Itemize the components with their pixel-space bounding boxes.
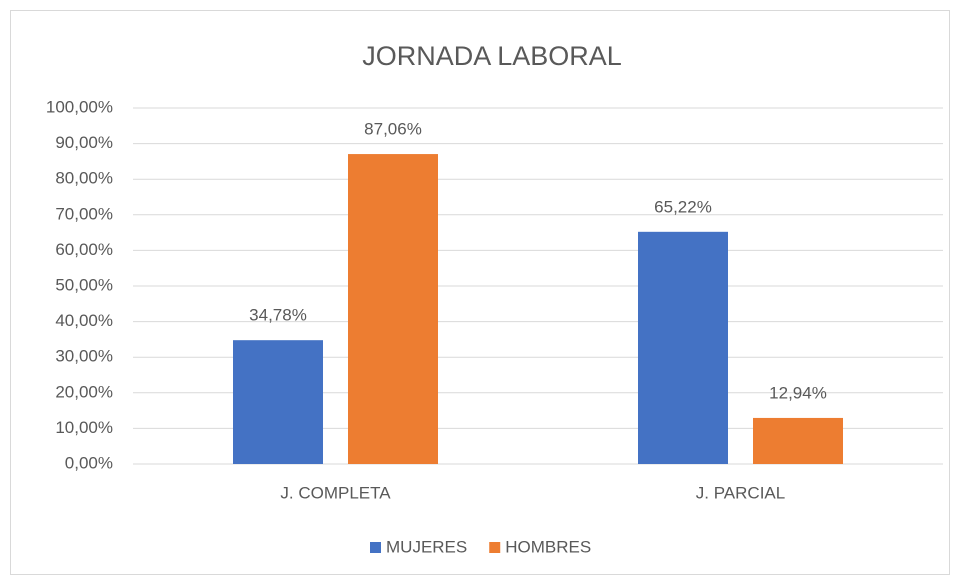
legend-label: MUJERES [386, 537, 467, 556]
y-tick-label: 60,00% [55, 240, 113, 259]
chart-title: JORNADA LABORAL [362, 41, 622, 71]
bar [638, 231, 728, 464]
chart-border [10, 10, 950, 575]
x-tick-label: J. PARCIAL [696, 483, 785, 502]
bar [348, 154, 438, 464]
bar [753, 417, 843, 464]
legend-swatch [489, 542, 501, 553]
value-label: 87,06% [364, 120, 422, 139]
value-label: 65,22% [654, 197, 712, 216]
bar [233, 340, 323, 464]
y-tick-label: 90,00% [55, 133, 113, 152]
value-label: 12,94% [769, 383, 827, 402]
y-tick-label: 0,00% [65, 453, 113, 472]
x-tick-label: J. COMPLETA [280, 483, 391, 502]
y-tick-label: 100,00% [46, 97, 113, 116]
value-label: 34,78% [249, 306, 307, 325]
y-tick-label: 10,00% [55, 418, 113, 437]
y-tick-label: 80,00% [55, 169, 113, 188]
y-tick-label: 40,00% [55, 311, 113, 330]
y-tick-label: 50,00% [55, 275, 113, 294]
y-tick-label: 20,00% [55, 382, 113, 401]
legend-label: HOMBRES [505, 537, 591, 556]
y-tick-label: 30,00% [55, 347, 113, 366]
legend-swatch [370, 542, 381, 553]
y-tick-label: 70,00% [55, 204, 113, 223]
